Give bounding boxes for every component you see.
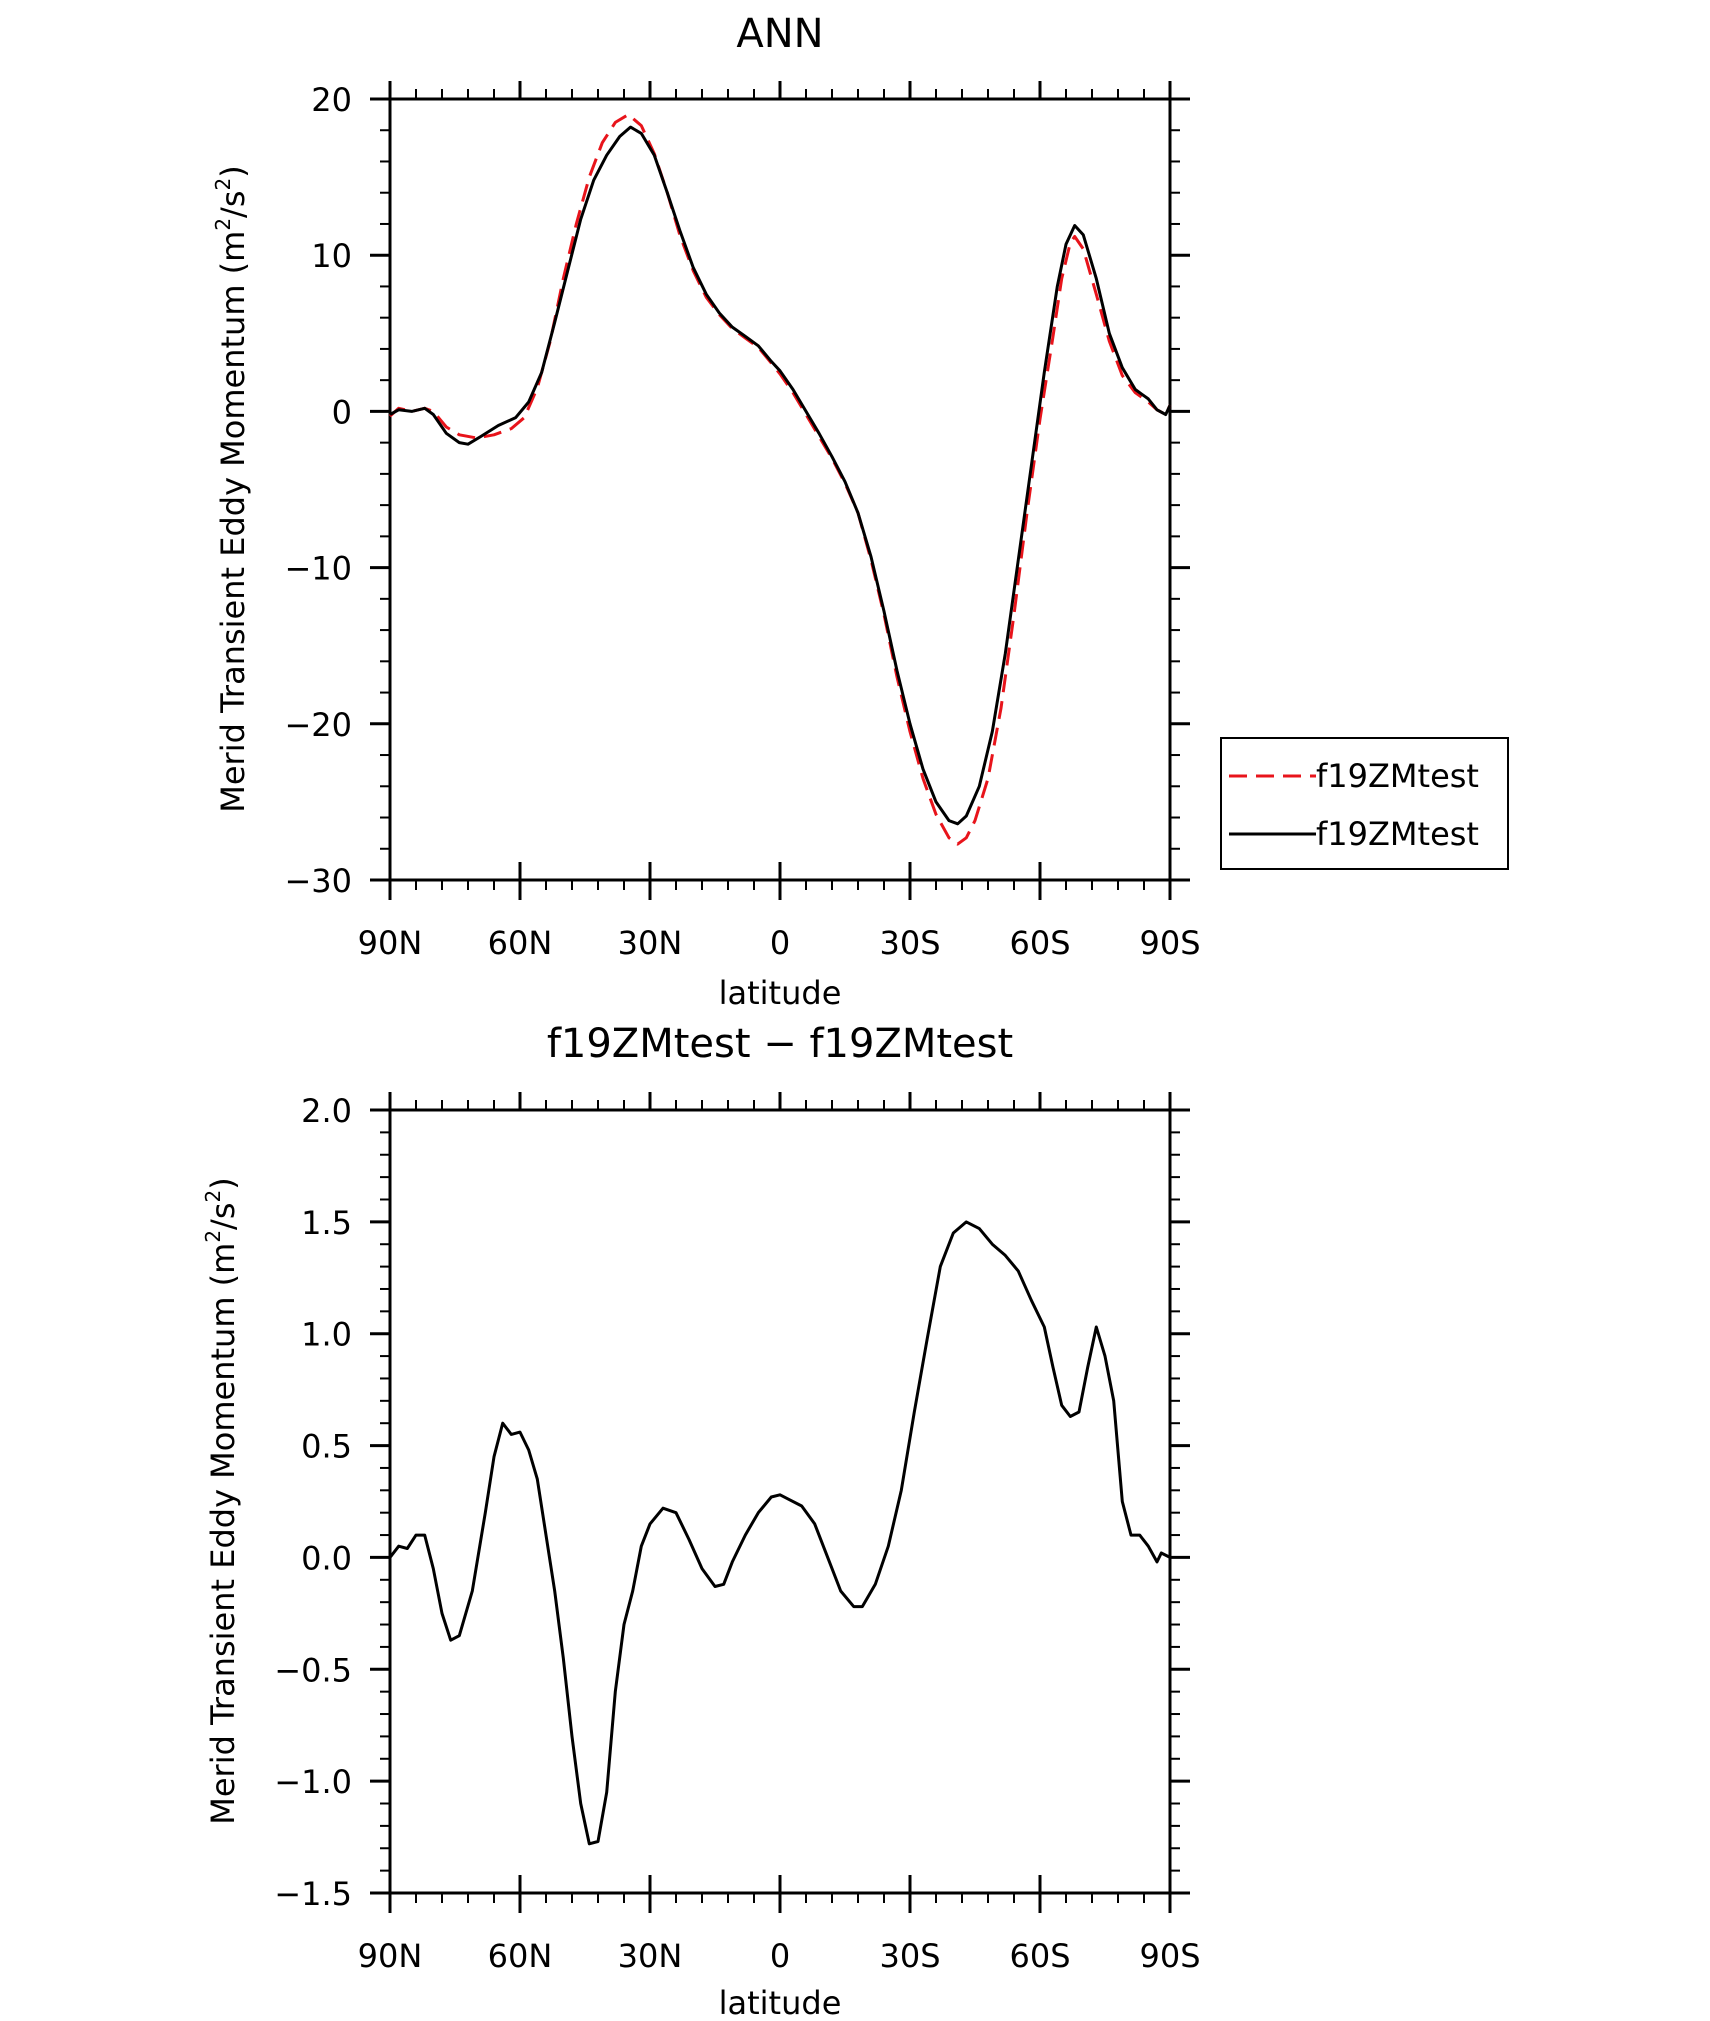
bottom-plot-frame <box>388 1108 1172 1895</box>
bottom-x-axis-label: latitude <box>719 1984 842 2021</box>
top-y-axis-unit-sup2: 2 <box>211 178 235 191</box>
bottom-y-tick-label: −0.5 <box>274 1651 352 1689</box>
bottom-y-tick-labels: 2.0 1.5 1.0 0.5 0.0 −0.5 −1.0 −1.5 <box>274 1092 352 1913</box>
top-y-tick-label: 0 <box>332 393 352 431</box>
top-y-tick-label: −10 <box>284 550 352 588</box>
top-y-tick-label: 20 <box>311 81 352 119</box>
bottom-x-tick-label: 30N <box>618 1937 683 1975</box>
bottom-x-tick-label: 0 <box>770 1937 790 1975</box>
top-y-axis-unit-mid: /s <box>214 190 252 217</box>
top-x-tick-label: 60S <box>1009 924 1070 962</box>
top-y-tick-label: 10 <box>311 237 352 275</box>
top-series-line-1 <box>389 125 1172 826</box>
bottom-x-tick-label: 60N <box>488 1937 553 1975</box>
bottom-axis-ticks <box>370 1092 1190 1913</box>
bottom-y-tick-label: 2.0 <box>301 1092 352 1130</box>
top-axis-ticks <box>370 81 1190 900</box>
top-chart-title: ANN <box>736 11 823 57</box>
top-y-axis-unit-sup: 2 <box>211 218 235 231</box>
top-y-tick-labels: 20 10 0 −10 −20 −30 <box>284 81 352 900</box>
bottom-x-tick-label: 60S <box>1009 1937 1070 1975</box>
top-x-tick-label: 0 <box>770 924 790 962</box>
top-x-tick-label: 90S <box>1139 924 1200 962</box>
bottom-y-axis-unit-mid: /s <box>204 1202 242 1229</box>
bottom-y-tick-label: −1.0 <box>274 1763 352 1801</box>
top-x-tick-label: 30N <box>618 924 683 962</box>
bottom-y-tick-label: −1.5 <box>274 1875 352 1913</box>
top-y-axis-unit-suffix: ) <box>214 165 252 177</box>
bottom-y-tick-label: 0.0 <box>301 1539 352 1577</box>
top-y-axis-label: Merid Transient Eddy Momentum (m2/s2) <box>211 165 252 812</box>
top-y-tick-label: −30 <box>284 862 352 900</box>
legend-entry-0: f19ZMtest <box>1316 757 1479 795</box>
bottom-series <box>388 1220 1171 1846</box>
top-x-tick-label: 30S <box>879 924 940 962</box>
bottom-y-axis-unit-suffix: ) <box>204 1177 242 1189</box>
top-x-tick-label: 90N <box>358 924 423 962</box>
bottom-x-tick-labels: 90N 60N 30N 0 30S 60S 90S <box>358 1937 1201 1975</box>
legend-box <box>1220 737 1509 870</box>
bottom-x-tick-label: 90N <box>358 1937 423 1975</box>
top-plot-frame <box>388 97 1172 882</box>
bottom-y-tick-label: 1.0 <box>301 1316 352 1354</box>
bottom-y-axis-label-main: Merid Transient Eddy Momentum <box>204 1296 242 1824</box>
bottom-series-line-0 <box>388 1220 1171 1846</box>
top-panel: ANN 20 10 0 −10 −20 −30 90N 60N 30N 0 30S 60S 90S l… <box>211 11 1509 1012</box>
bottom-x-tick-label: 90S <box>1139 1937 1200 1975</box>
legend: f19ZMtest f19ZMtest <box>1220 737 1509 870</box>
bottom-y-tick-label: 0.5 <box>301 1428 352 1466</box>
bottom-x-tick-label: 30S <box>879 1937 940 1975</box>
bottom-y-tick-label: 1.5 <box>301 1204 352 1242</box>
top-series <box>388 113 1172 846</box>
bottom-panel: f19ZMtest − f19ZMtest 2.0 1.5 1.0 0.5 0.0 −0.… <box>201 1021 1201 2021</box>
top-y-tick-label: −20 <box>284 706 352 744</box>
top-series-line-0 <box>388 113 1172 846</box>
bottom-y-axis-unit-sup: 2 <box>201 1230 225 1243</box>
top-x-tick-label: 60N <box>488 924 553 962</box>
top-x-axis-label: latitude <box>719 974 842 1012</box>
bottom-y-axis-unit-prefix: (m <box>204 1243 242 1287</box>
legend-entry-1: f19ZMtest <box>1316 815 1479 853</box>
top-x-tick-labels: 90N 60N 30N 0 30S 60S 90S <box>358 924 1201 962</box>
bottom-y-axis-label: Merid Transient Eddy Momentum (m2/s2) <box>201 1177 242 1824</box>
top-y-axis-unit-prefix: (m <box>214 231 252 275</box>
top-y-axis-label-main: Merid Transient Eddy Momentum <box>214 284 252 812</box>
bottom-y-axis-unit-sup2: 2 <box>201 1190 225 1203</box>
bottom-chart-title: f19ZMtest − f19ZMtest <box>547 1021 1013 1067</box>
